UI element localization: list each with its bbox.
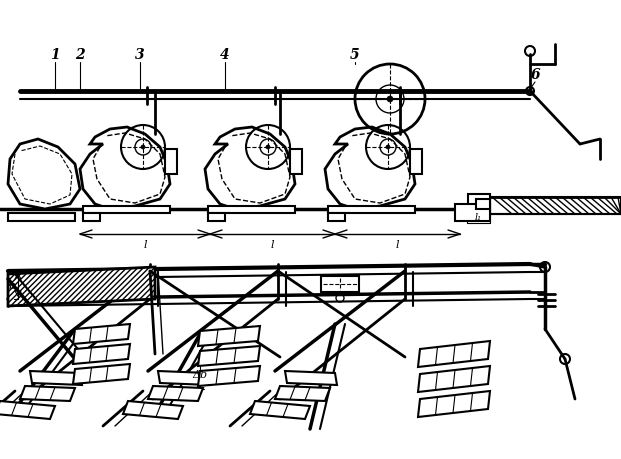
Polygon shape — [275, 386, 330, 401]
Polygon shape — [158, 371, 210, 385]
Polygon shape — [418, 366, 490, 392]
Polygon shape — [328, 213, 345, 222]
Text: Δb: Δb — [193, 369, 207, 379]
Circle shape — [266, 146, 270, 150]
Polygon shape — [83, 213, 100, 222]
Polygon shape — [290, 150, 302, 174]
Circle shape — [387, 97, 393, 103]
Text: 1: 1 — [50, 48, 60, 62]
Polygon shape — [73, 344, 130, 364]
Polygon shape — [410, 150, 422, 174]
Polygon shape — [20, 386, 75, 401]
Polygon shape — [198, 346, 260, 366]
Polygon shape — [468, 195, 490, 210]
Polygon shape — [418, 391, 490, 417]
Polygon shape — [208, 207, 295, 213]
Polygon shape — [148, 386, 203, 401]
Polygon shape — [418, 341, 490, 367]
Text: l: l — [143, 240, 147, 249]
Text: 6: 6 — [530, 68, 540, 82]
Circle shape — [386, 146, 390, 150]
Text: 3: 3 — [135, 48, 145, 62]
Polygon shape — [8, 213, 75, 222]
Polygon shape — [490, 197, 621, 214]
Polygon shape — [83, 207, 170, 213]
Polygon shape — [476, 200, 490, 210]
Polygon shape — [250, 401, 310, 419]
Text: b: b — [9, 280, 16, 291]
Text: 5: 5 — [350, 48, 360, 62]
Polygon shape — [123, 401, 183, 419]
Polygon shape — [30, 371, 82, 385]
Text: l₁: l₁ — [474, 213, 481, 222]
Polygon shape — [321, 276, 359, 292]
Polygon shape — [80, 128, 170, 210]
Polygon shape — [205, 128, 295, 210]
Polygon shape — [208, 213, 225, 222]
Circle shape — [141, 146, 145, 150]
Text: l: l — [395, 240, 399, 249]
Polygon shape — [198, 366, 260, 386]
Text: 4: 4 — [220, 48, 230, 62]
Polygon shape — [8, 268, 155, 306]
Polygon shape — [8, 140, 80, 210]
Polygon shape — [285, 371, 337, 385]
Polygon shape — [328, 207, 415, 213]
Text: l: l — [270, 240, 274, 249]
Polygon shape — [0, 401, 55, 419]
Polygon shape — [73, 325, 130, 344]
Polygon shape — [198, 326, 260, 346]
Polygon shape — [325, 128, 415, 210]
Text: 2: 2 — [75, 48, 85, 62]
Polygon shape — [165, 150, 177, 174]
Polygon shape — [455, 205, 490, 222]
Polygon shape — [73, 364, 130, 384]
